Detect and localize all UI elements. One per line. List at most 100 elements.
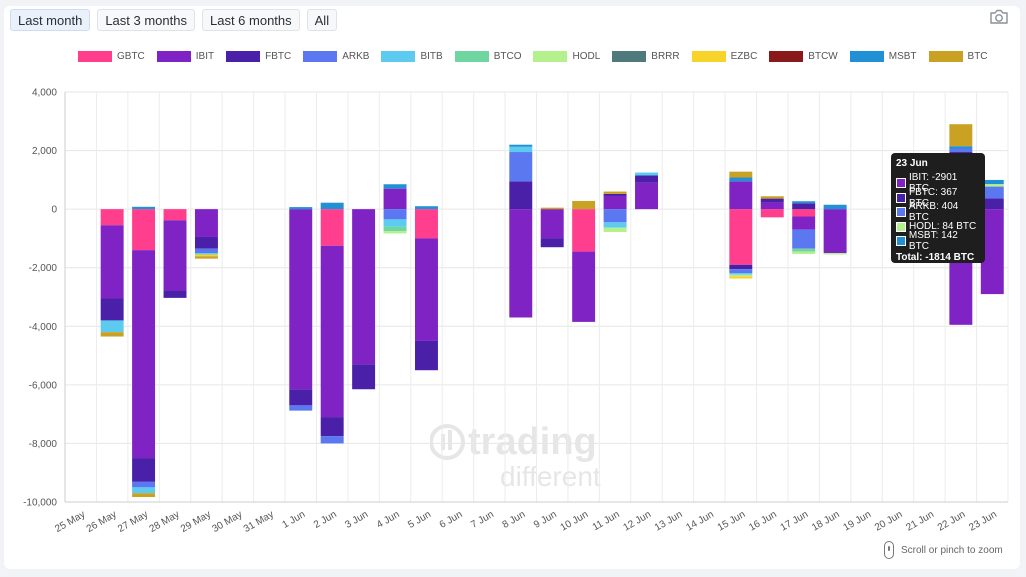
range-toolbar: Last month Last 3 months Last 6 months A…	[10, 9, 338, 31]
x-tick-label: 9 Jun	[532, 509, 559, 531]
bar-arkb-27-may	[132, 481, 156, 488]
tooltip-row: IBIT: -2901 BTC	[896, 172, 980, 194]
bar-fbtc-29-may	[194, 236, 218, 249]
bar-ibit-29-may	[194, 209, 218, 237]
tooltip-row: HODL: 84 BTC	[896, 220, 980, 235]
bar-bitb-12-jun	[635, 172, 658, 176]
bar-arkb-8-jun	[509, 152, 533, 182]
legend-item-arkb[interactable]: ARKB	[303, 49, 369, 63]
bar-fbtc-9-jun	[540, 238, 564, 248]
bar-btc-26-may	[100, 332, 124, 337]
zoom-hint: Scroll or pinch to zoom	[884, 541, 1003, 559]
bar-fbtc-12-jun	[635, 175, 658, 183]
x-tick-label: 22 Jun	[936, 509, 968, 534]
bar-gbtc-27-may	[132, 209, 156, 251]
x-tick-label: 2 Jun	[312, 509, 339, 531]
x-tick-label: 6 Jun	[438, 509, 465, 531]
tooltip-swatch	[896, 236, 906, 247]
legend-item-btco[interactable]: BTCO	[454, 49, 521, 63]
bar-btc-11-jun	[603, 191, 627, 194]
legend-item-btc[interactable]: BTC	[928, 49, 988, 63]
y-tick-label: -4,000	[29, 322, 58, 333]
legend-label: BTC	[967, 50, 988, 62]
bar-arkb-11-jun	[603, 209, 627, 223]
bar-ibit-11-jun	[603, 195, 627, 210]
bar-hodl-15-jun	[729, 274, 753, 277]
last-3-months-button[interactable]: Last 3 months	[97, 9, 195, 31]
bar-gbtc-17-jun	[792, 209, 816, 217]
bar-arkb-17-jun	[792, 229, 816, 249]
bar-btc-10-jun	[572, 200, 596, 210]
x-tick-label: 5 Jun	[406, 509, 433, 531]
bar-fbtc-2-jun	[320, 417, 344, 437]
tooltip-row-text: FBTC: 367 BTC	[908, 186, 958, 209]
legend-item-ibit[interactable]: IBIT	[156, 49, 215, 63]
bar-hodl-18-jun	[823, 253, 847, 255]
legend-item-brrr[interactable]: BRRR	[612, 49, 680, 63]
bar-ibit-15-jun	[729, 181, 753, 210]
legend-item-hodl[interactable]: HODL	[533, 49, 600, 63]
y-tick-label: -8,000	[29, 439, 58, 450]
tooltip-swatch	[896, 221, 906, 232]
legend-label: IBIT	[195, 50, 215, 62]
x-tick-label: 7 Jun	[469, 509, 496, 531]
bar-gbtc-5-jun	[415, 209, 438, 239]
bar-btc-15-jun	[729, 171, 753, 178]
legend-swatch	[78, 50, 112, 62]
x-tick-label: 31 May	[242, 509, 276, 535]
legend-item-ezbc[interactable]: EZBC	[691, 49, 758, 63]
bar-btc-22-jun	[949, 124, 973, 147]
x-tick-label: 10 Jun	[559, 509, 591, 534]
camera-icon[interactable]	[989, 8, 1009, 26]
x-tick-label: 30 May	[210, 509, 244, 535]
bar-fbtc-28-may	[163, 290, 187, 298]
all-button[interactable]: All	[306, 9, 338, 31]
bar-btc-29-may	[194, 256, 218, 259]
legend-item-bitb[interactable]: BITB	[381, 49, 443, 63]
tooltip-row-text: ARKB: 404 BTC	[908, 201, 959, 224]
legend-swatch	[533, 50, 568, 62]
legend-label: MSBT	[888, 50, 917, 62]
bar-arkb-2-jun	[320, 436, 344, 444]
bar-msbt-4-jun	[383, 184, 407, 189]
bar-gbtc-26-may	[100, 209, 124, 226]
bar-fbtc-8-jun	[509, 181, 533, 210]
tooltip-row: ARKB: 404 BTC	[896, 201, 980, 223]
bar-msbt-22-jun	[949, 146, 973, 149]
x-tick-label: 28 May	[148, 509, 182, 535]
bar-ibit-8-jun	[509, 209, 533, 318]
bar-bitb-15-jun	[729, 273, 753, 275]
legend-label: EZBC	[730, 50, 758, 62]
bar-bitb-4-jun	[383, 219, 407, 227]
x-tick-label: 27 May	[116, 509, 150, 535]
bar-ibit-12-jun	[635, 182, 658, 210]
last-6-months-button[interactable]: Last 6 months	[201, 9, 300, 31]
bar-bitb-26-may	[100, 320, 124, 333]
bar-ibit-23-jun	[980, 209, 1004, 295]
legend-swatch	[226, 50, 261, 62]
tooltip-row: FBTC: 367 BTC	[896, 187, 980, 209]
y-tick-label: -10,000	[23, 498, 57, 509]
tooltip-row-text: HODL: 84 BTC	[909, 221, 977, 233]
bar-fbtc-11-jun	[603, 193, 627, 196]
bar-msbt-23-jun	[980, 179, 1004, 185]
x-tick-label: 3 Jun	[343, 509, 370, 531]
last-month-button[interactable]: Last month	[10, 9, 91, 31]
legend-item-fbtc[interactable]: FBTC	[226, 49, 291, 63]
tooltip: 23 Jun IBIT: -2901 BTC FBTC: 367 BTC ARKB:…	[891, 153, 985, 263]
legend-swatch	[691, 50, 726, 62]
watermark-logo: trading different	[429, 420, 610, 500]
bar-fbtc-23-jun	[980, 198, 1004, 210]
x-tick-label: 17 Jun	[779, 509, 811, 534]
bar-arkb-1-jun	[289, 405, 313, 411]
bar-msbt-2-jun	[320, 202, 344, 210]
bar-fbtc-1-jun	[289, 389, 313, 406]
legend-item-btcw[interactable]: BTCW	[769, 49, 838, 63]
bar-msbt-8-jun	[509, 144, 533, 147]
x-tick-label: 12 Jun	[622, 509, 654, 534]
bar-arkb-4-jun	[383, 209, 407, 220]
bar-gbtc-16-jun	[760, 209, 784, 218]
legend-item-gbtc[interactable]: GBTC	[78, 49, 145, 63]
x-tick-label: 18 Jun	[810, 509, 842, 534]
legend-item-msbt[interactable]: MSBT	[849, 49, 917, 63]
